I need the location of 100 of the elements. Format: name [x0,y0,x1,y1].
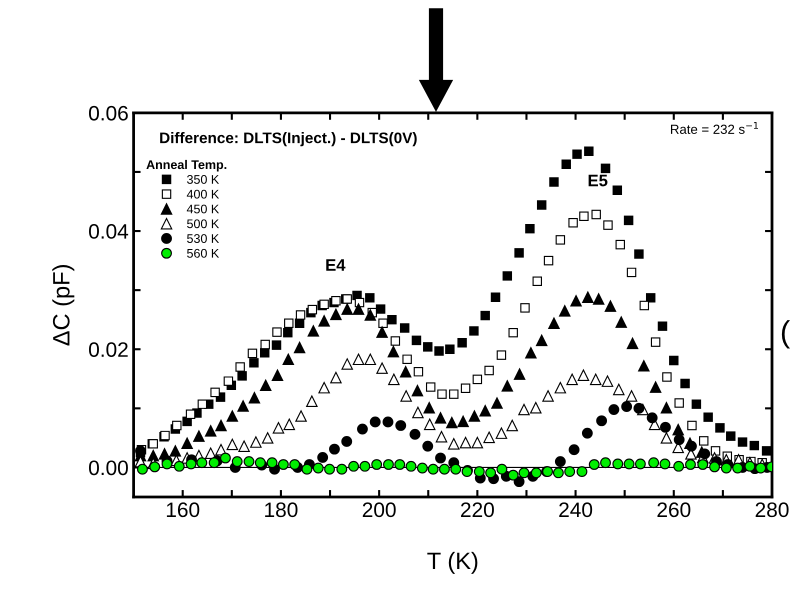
point [262,432,274,444]
point [249,358,259,368]
point [578,369,590,382]
point [174,460,185,472]
point [330,308,342,320]
point [552,467,564,478]
point [554,382,566,394]
point [484,366,494,376]
point [674,434,685,446]
point [422,440,434,452]
point [204,425,216,437]
point [387,314,397,324]
point [624,216,634,226]
point [715,423,725,433]
x-tick-label: 240 [559,502,592,518]
point [186,458,196,470]
point [660,432,672,444]
point [416,462,428,474]
y-tick-label: 0.00 [89,460,128,476]
point [390,336,400,346]
point [434,412,446,424]
point [600,457,611,468]
point [352,303,364,315]
point [226,410,238,422]
point [283,328,293,338]
point [660,458,670,470]
legend-label: 400 K [186,190,220,199]
point [485,467,496,478]
point [650,337,660,347]
point [514,248,524,258]
point [564,466,576,478]
point [536,334,548,346]
point [215,420,227,432]
point [596,415,608,426]
point [685,459,696,470]
point [556,235,566,245]
annotation: Difference: DLTS(Inject.) - DLTS(0V) [160,132,417,146]
point [568,444,580,456]
point [686,440,697,452]
point [423,342,432,352]
point [308,325,320,337]
x-tick-label: 160 [166,502,200,518]
point [266,457,278,468]
point [224,376,234,386]
point [518,467,530,478]
point [662,372,672,382]
point [474,466,485,478]
point [496,350,506,360]
point [612,458,624,470]
point [669,356,679,366]
point [600,164,610,174]
point [621,401,632,412]
annotation: E5 [588,174,608,186]
point [709,461,720,472]
point [237,371,247,381]
point [755,462,766,474]
annotation: E4 [326,259,346,271]
point [648,457,660,468]
point [572,149,582,159]
point [312,462,324,474]
point [744,460,756,472]
point [660,402,672,414]
point [615,316,627,328]
point [210,388,220,398]
point [634,458,646,470]
point [687,420,697,430]
point [460,384,470,393]
point [196,457,208,468]
point [324,464,335,475]
point [348,460,360,472]
point [638,360,650,372]
point [272,422,284,434]
point [472,374,482,384]
point [530,467,542,478]
y-axis-title: ΔC (pF) [52,265,74,346]
point [400,390,412,402]
point [294,342,306,354]
point [248,348,258,358]
point [548,317,560,330]
point [591,210,601,220]
point [272,369,284,382]
point [720,462,732,474]
point [525,347,537,359]
point [640,300,650,310]
point [479,404,491,416]
point [250,436,262,448]
point [434,346,444,356]
point [514,476,525,488]
point [318,315,330,327]
point [480,310,490,320]
point [244,456,254,467]
point [394,459,406,470]
point [469,326,479,336]
point [646,412,658,424]
point [579,212,589,221]
point [468,410,480,422]
point [536,200,546,210]
point [448,438,460,450]
point [382,416,394,428]
text: ( [782,320,790,349]
